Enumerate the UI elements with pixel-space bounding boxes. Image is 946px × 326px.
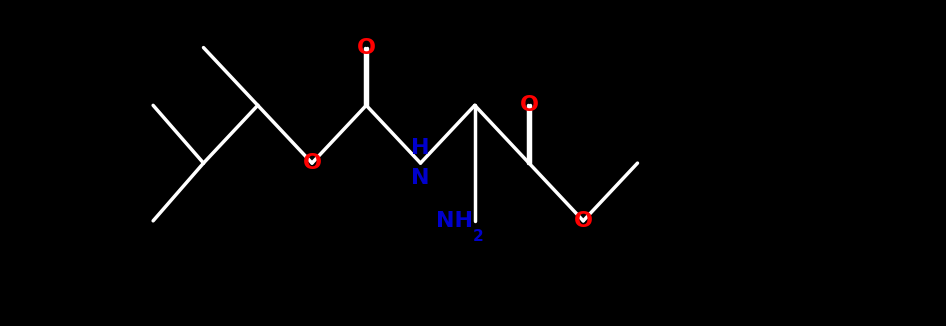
Text: O: O (303, 153, 322, 173)
Text: H: H (412, 138, 429, 158)
Text: O: O (519, 95, 538, 115)
Text: N: N (412, 169, 429, 188)
Text: 2: 2 (473, 229, 484, 244)
Text: O: O (574, 211, 593, 231)
Text: NH: NH (436, 211, 473, 231)
Text: O: O (357, 37, 376, 58)
